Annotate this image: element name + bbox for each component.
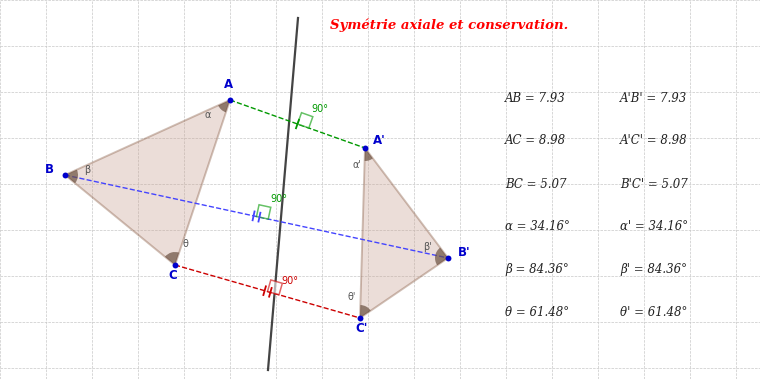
- Text: α' = 34.16°: α' = 34.16°: [620, 221, 688, 233]
- Point: [359, 145, 371, 151]
- Text: β': β': [423, 242, 432, 252]
- Text: β: β: [84, 165, 90, 175]
- Text: 90°: 90°: [281, 276, 299, 285]
- Text: AC = 8.98: AC = 8.98: [505, 135, 566, 147]
- Wedge shape: [365, 148, 373, 161]
- Text: α: α: [204, 110, 211, 120]
- Polygon shape: [297, 113, 313, 128]
- Point: [59, 172, 71, 178]
- Text: C: C: [169, 269, 177, 282]
- Text: β' = 84.36°: β' = 84.36°: [620, 263, 687, 277]
- Polygon shape: [268, 280, 283, 295]
- Text: C': C': [356, 322, 368, 335]
- Wedge shape: [435, 247, 448, 265]
- Point: [354, 315, 366, 321]
- Text: α': α': [353, 160, 362, 170]
- Polygon shape: [360, 148, 448, 318]
- Wedge shape: [165, 252, 179, 265]
- Text: B: B: [45, 163, 53, 176]
- Text: B': B': [458, 246, 470, 259]
- Text: A: A: [223, 78, 233, 91]
- Wedge shape: [218, 100, 230, 112]
- Text: AB = 7.93: AB = 7.93: [505, 91, 565, 105]
- Text: θ = 61.48°: θ = 61.48°: [505, 307, 569, 319]
- Text: θ' = 61.48°: θ' = 61.48°: [620, 307, 687, 319]
- Text: 90°: 90°: [271, 194, 287, 205]
- Text: β = 84.36°: β = 84.36°: [505, 263, 568, 277]
- Point: [224, 97, 236, 103]
- Text: A'C' = 8.98: A'C' = 8.98: [620, 135, 688, 147]
- Text: Symétrie axiale et conservation.: Symétrie axiale et conservation.: [330, 18, 568, 31]
- Point: [442, 255, 454, 261]
- Wedge shape: [65, 170, 78, 183]
- Text: B'C' = 5.07: B'C' = 5.07: [620, 177, 688, 191]
- Text: A': A': [372, 134, 385, 147]
- Polygon shape: [256, 205, 271, 219]
- Text: BC = 5.07: BC = 5.07: [505, 177, 566, 191]
- Text: A'B' = 7.93: A'B' = 7.93: [620, 91, 687, 105]
- Point: [169, 262, 181, 268]
- Text: θ': θ': [348, 292, 356, 302]
- Wedge shape: [360, 305, 371, 318]
- Text: 90°: 90°: [312, 104, 328, 114]
- Polygon shape: [65, 100, 230, 265]
- Text: α = 34.16°: α = 34.16°: [505, 221, 570, 233]
- Text: θ: θ: [182, 239, 188, 249]
